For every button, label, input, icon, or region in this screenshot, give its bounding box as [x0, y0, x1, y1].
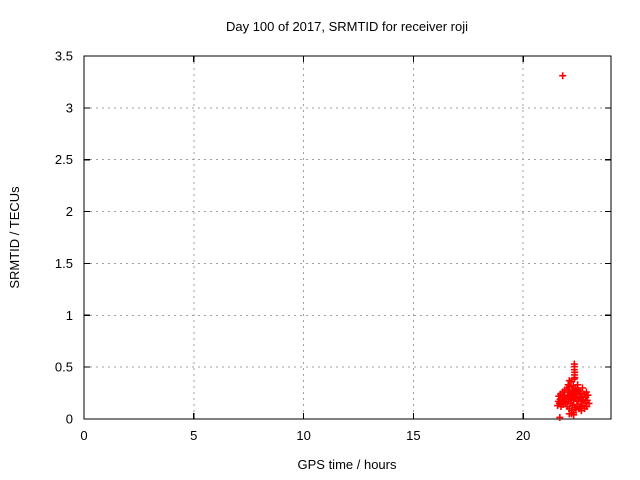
- y-tick-label: 0.5: [55, 360, 73, 375]
- y-axis-label: SRMTID / TECUs: [7, 186, 22, 289]
- data-point-marker: [584, 391, 592, 399]
- plot-border: [83, 55, 612, 420]
- x-tick-label: 15: [406, 428, 420, 443]
- data-point-marker: [556, 413, 564, 421]
- data-point-marker: [570, 411, 578, 419]
- data-point-marker: [585, 399, 593, 407]
- data-points: [554, 72, 593, 421]
- y-tick-label: 0: [66, 412, 73, 427]
- data-point-marker: [578, 384, 586, 392]
- x-tick-label: 0: [80, 428, 87, 443]
- y-tick-label: 2: [66, 204, 73, 219]
- x-tick-label: 5: [190, 428, 197, 443]
- y-tick-label: 2.5: [55, 152, 73, 167]
- chart-title: Day 100 of 2017, SRMTID for receiver roj…: [226, 19, 468, 34]
- y-tick-label: 3.5: [55, 49, 73, 64]
- data-point-marker: [572, 406, 580, 414]
- x-tick-label: 20: [516, 428, 530, 443]
- data-point-marker: [559, 72, 567, 80]
- y-tick-labels: 0 0.5 1 1.5 2 2.5 3 3.5: [55, 49, 73, 427]
- border-rect: [83, 55, 612, 420]
- x-tick-label: 10: [296, 428, 310, 443]
- y-tick-label: 3: [66, 100, 73, 115]
- y-tick-label: 1: [66, 308, 73, 323]
- grid-lines: [84, 55, 611, 419]
- x-tick-labels: 0 5 10 15 20: [80, 428, 530, 443]
- y-tick-label: 1.5: [55, 256, 73, 271]
- axis-ticks: [83, 55, 611, 420]
- data-point-marker: [567, 378, 575, 386]
- x-axis-label: GPS time / hours: [298, 457, 397, 472]
